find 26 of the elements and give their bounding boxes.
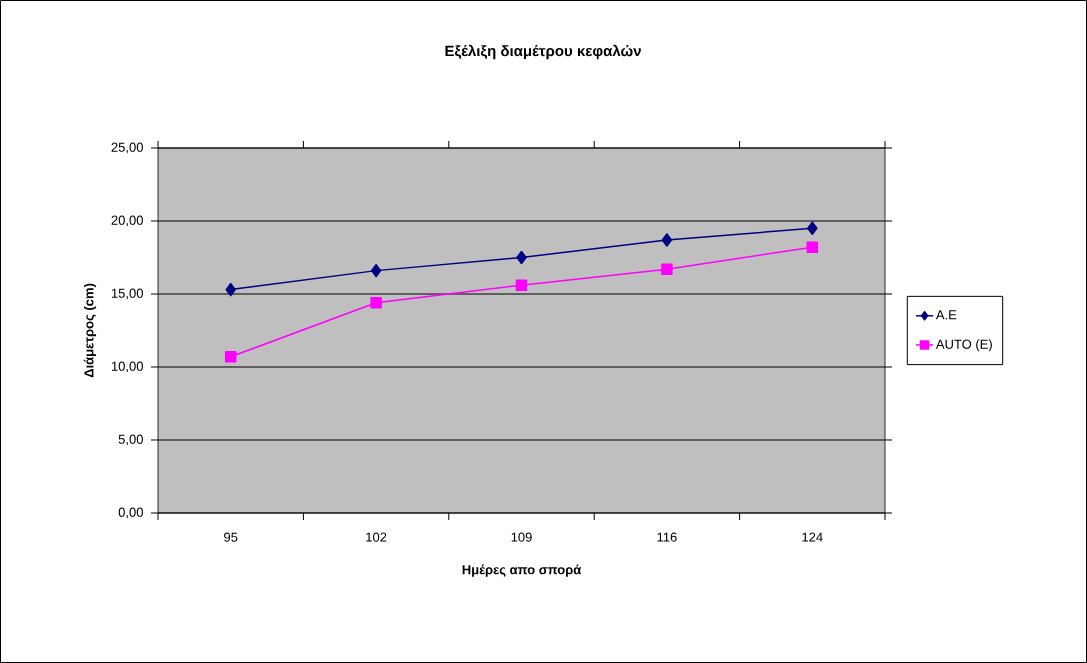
x-tick-label: 102 [366,532,387,542]
y-tick-label: 25,00 [111,142,143,154]
point [225,282,236,297]
x-tick-label: 95 [224,532,238,542]
point [516,250,527,265]
point [370,297,382,309]
y-tick-label: 20,00 [111,215,143,227]
x-tick-label: 116 [657,532,677,542]
y-tick-label: 15,00 [111,288,143,300]
chart-title: Εξέλιξη διαμέτρου κεφαλών [445,44,641,60]
point [224,351,237,363]
point [661,263,673,275]
legend-label: A.E [935,310,957,320]
legend-label: AUTO (E) [935,339,992,352]
y-tick-label: 5,00 [118,434,143,446]
x-axis-title: Ημέρες απο σπορά [462,564,582,577]
point [807,221,818,236]
point [515,279,528,291]
x-tick-label: 124 [802,532,823,542]
point [370,263,382,278]
x-tick-label: 109 [511,532,532,542]
y-tick-label: 0,00 [118,507,143,519]
point [806,241,819,254]
y-tick-label: 10,00 [111,361,143,373]
y-axis-title: Διάμετρος (cm) [83,283,97,378]
point [661,233,673,247]
